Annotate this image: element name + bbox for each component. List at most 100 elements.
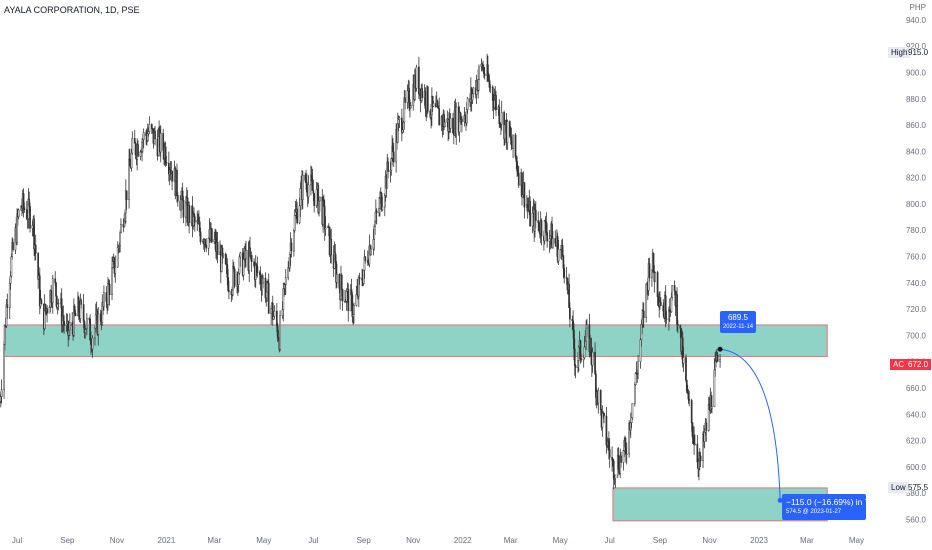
candle bbox=[330, 228, 333, 264]
candle bbox=[188, 201, 191, 234]
candle bbox=[171, 170, 173, 191]
candle-body bbox=[142, 132, 145, 140]
candle-body bbox=[34, 244, 37, 254]
candle-body bbox=[415, 66, 418, 89]
candle bbox=[421, 83, 423, 102]
start-price-callout[interactable]: 689.5 2022-11-14 bbox=[720, 311, 756, 333]
y-tick-label: 840.0 bbox=[906, 147, 927, 156]
candle bbox=[517, 165, 520, 189]
y-tick-label: 820.0 bbox=[906, 174, 927, 183]
candle bbox=[665, 310, 668, 324]
candle bbox=[176, 192, 179, 207]
candle-body bbox=[159, 133, 162, 153]
candle bbox=[449, 113, 452, 133]
x-tick-label: Nov bbox=[110, 536, 124, 545]
zone-0 bbox=[3, 324, 828, 357]
candle-body bbox=[633, 384, 636, 404]
candle bbox=[603, 412, 605, 424]
candle-body bbox=[358, 277, 361, 279]
chart-title: AYALA CORPORATION, 1D, PSE bbox=[4, 5, 140, 15]
candle-body bbox=[293, 214, 296, 231]
candle-body bbox=[336, 274, 338, 283]
candle bbox=[682, 346, 685, 372]
candle bbox=[159, 125, 162, 163]
candle bbox=[705, 418, 708, 442]
price-axis[interactable]: 560.0580.0600.0620.0640.0660.0680.0700.0… bbox=[906, 16, 927, 525]
candle-body bbox=[597, 390, 600, 404]
candle-body bbox=[176, 194, 179, 202]
candle bbox=[466, 96, 469, 114]
candle-body bbox=[51, 278, 54, 303]
candle bbox=[40, 298, 43, 305]
candle-body bbox=[671, 285, 674, 298]
candle-body bbox=[211, 228, 213, 243]
candle bbox=[120, 218, 122, 234]
y-tick-label: 580.0 bbox=[906, 489, 927, 498]
y-tick-label: 900.0 bbox=[906, 68, 927, 77]
candle-body bbox=[569, 307, 571, 320]
candle bbox=[46, 305, 48, 323]
candle-body bbox=[608, 449, 611, 458]
candle-body bbox=[573, 348, 576, 366]
candle-body bbox=[557, 249, 560, 262]
candle bbox=[199, 227, 202, 245]
y-tick-label: 780.0 bbox=[906, 226, 927, 235]
candle-body bbox=[182, 200, 185, 218]
candle bbox=[546, 223, 549, 248]
candle bbox=[444, 118, 446, 128]
candle bbox=[165, 156, 168, 167]
candle-body bbox=[685, 357, 687, 381]
candle bbox=[307, 175, 310, 204]
target-callout[interactable]: −115.0 (−16.69%) in 74d 574.5 @ 2023-01-… bbox=[782, 494, 879, 520]
candle-body bbox=[455, 106, 458, 135]
candle bbox=[353, 302, 355, 324]
candle-body bbox=[250, 255, 253, 262]
candle-body bbox=[0, 389, 3, 397]
candle bbox=[154, 126, 156, 146]
candle bbox=[347, 283, 350, 322]
candle bbox=[620, 452, 622, 468]
candle-body bbox=[205, 244, 208, 249]
candle bbox=[631, 403, 634, 421]
candle-body bbox=[688, 398, 691, 401]
x-tick-label: Mar bbox=[207, 536, 221, 545]
y-tick-label: 860.0 bbox=[906, 121, 927, 130]
candle bbox=[279, 310, 281, 352]
candle bbox=[0, 379, 3, 404]
candle-body bbox=[63, 320, 65, 326]
candle-body bbox=[631, 403, 634, 419]
candle-body bbox=[603, 412, 605, 417]
x-tick-label: Nov bbox=[406, 536, 420, 545]
candle bbox=[483, 67, 486, 80]
candle bbox=[699, 451, 702, 467]
candle-body bbox=[216, 242, 219, 255]
candle-body bbox=[537, 220, 540, 223]
candle bbox=[659, 297, 662, 306]
candle-body bbox=[404, 97, 406, 103]
candle-body bbox=[273, 310, 276, 317]
candle-body bbox=[523, 182, 526, 208]
candle-body bbox=[97, 313, 100, 335]
candle-body bbox=[654, 272, 656, 282]
candle-body bbox=[296, 208, 298, 224]
candle bbox=[91, 335, 94, 358]
candle-body bbox=[500, 112, 503, 125]
candle bbox=[654, 271, 656, 282]
candle bbox=[398, 115, 401, 129]
candle bbox=[432, 101, 435, 108]
candle-body bbox=[249, 247, 251, 257]
candle bbox=[455, 102, 458, 145]
candle bbox=[148, 116, 151, 135]
time-axis[interactable]: Jul Sep Nov 2021 Mar May Jul Sep Nov 2022 Mar May Ju… bbox=[12, 536, 864, 545]
y-tick-label: 620.0 bbox=[906, 437, 927, 446]
candle bbox=[461, 116, 463, 133]
candle-body bbox=[563, 268, 566, 278]
candle bbox=[478, 64, 480, 92]
candle bbox=[6, 293, 9, 320]
candle bbox=[250, 251, 253, 272]
candle-body bbox=[103, 292, 105, 307]
candle bbox=[239, 251, 242, 267]
candle bbox=[642, 302, 645, 328]
candle bbox=[608, 438, 611, 468]
